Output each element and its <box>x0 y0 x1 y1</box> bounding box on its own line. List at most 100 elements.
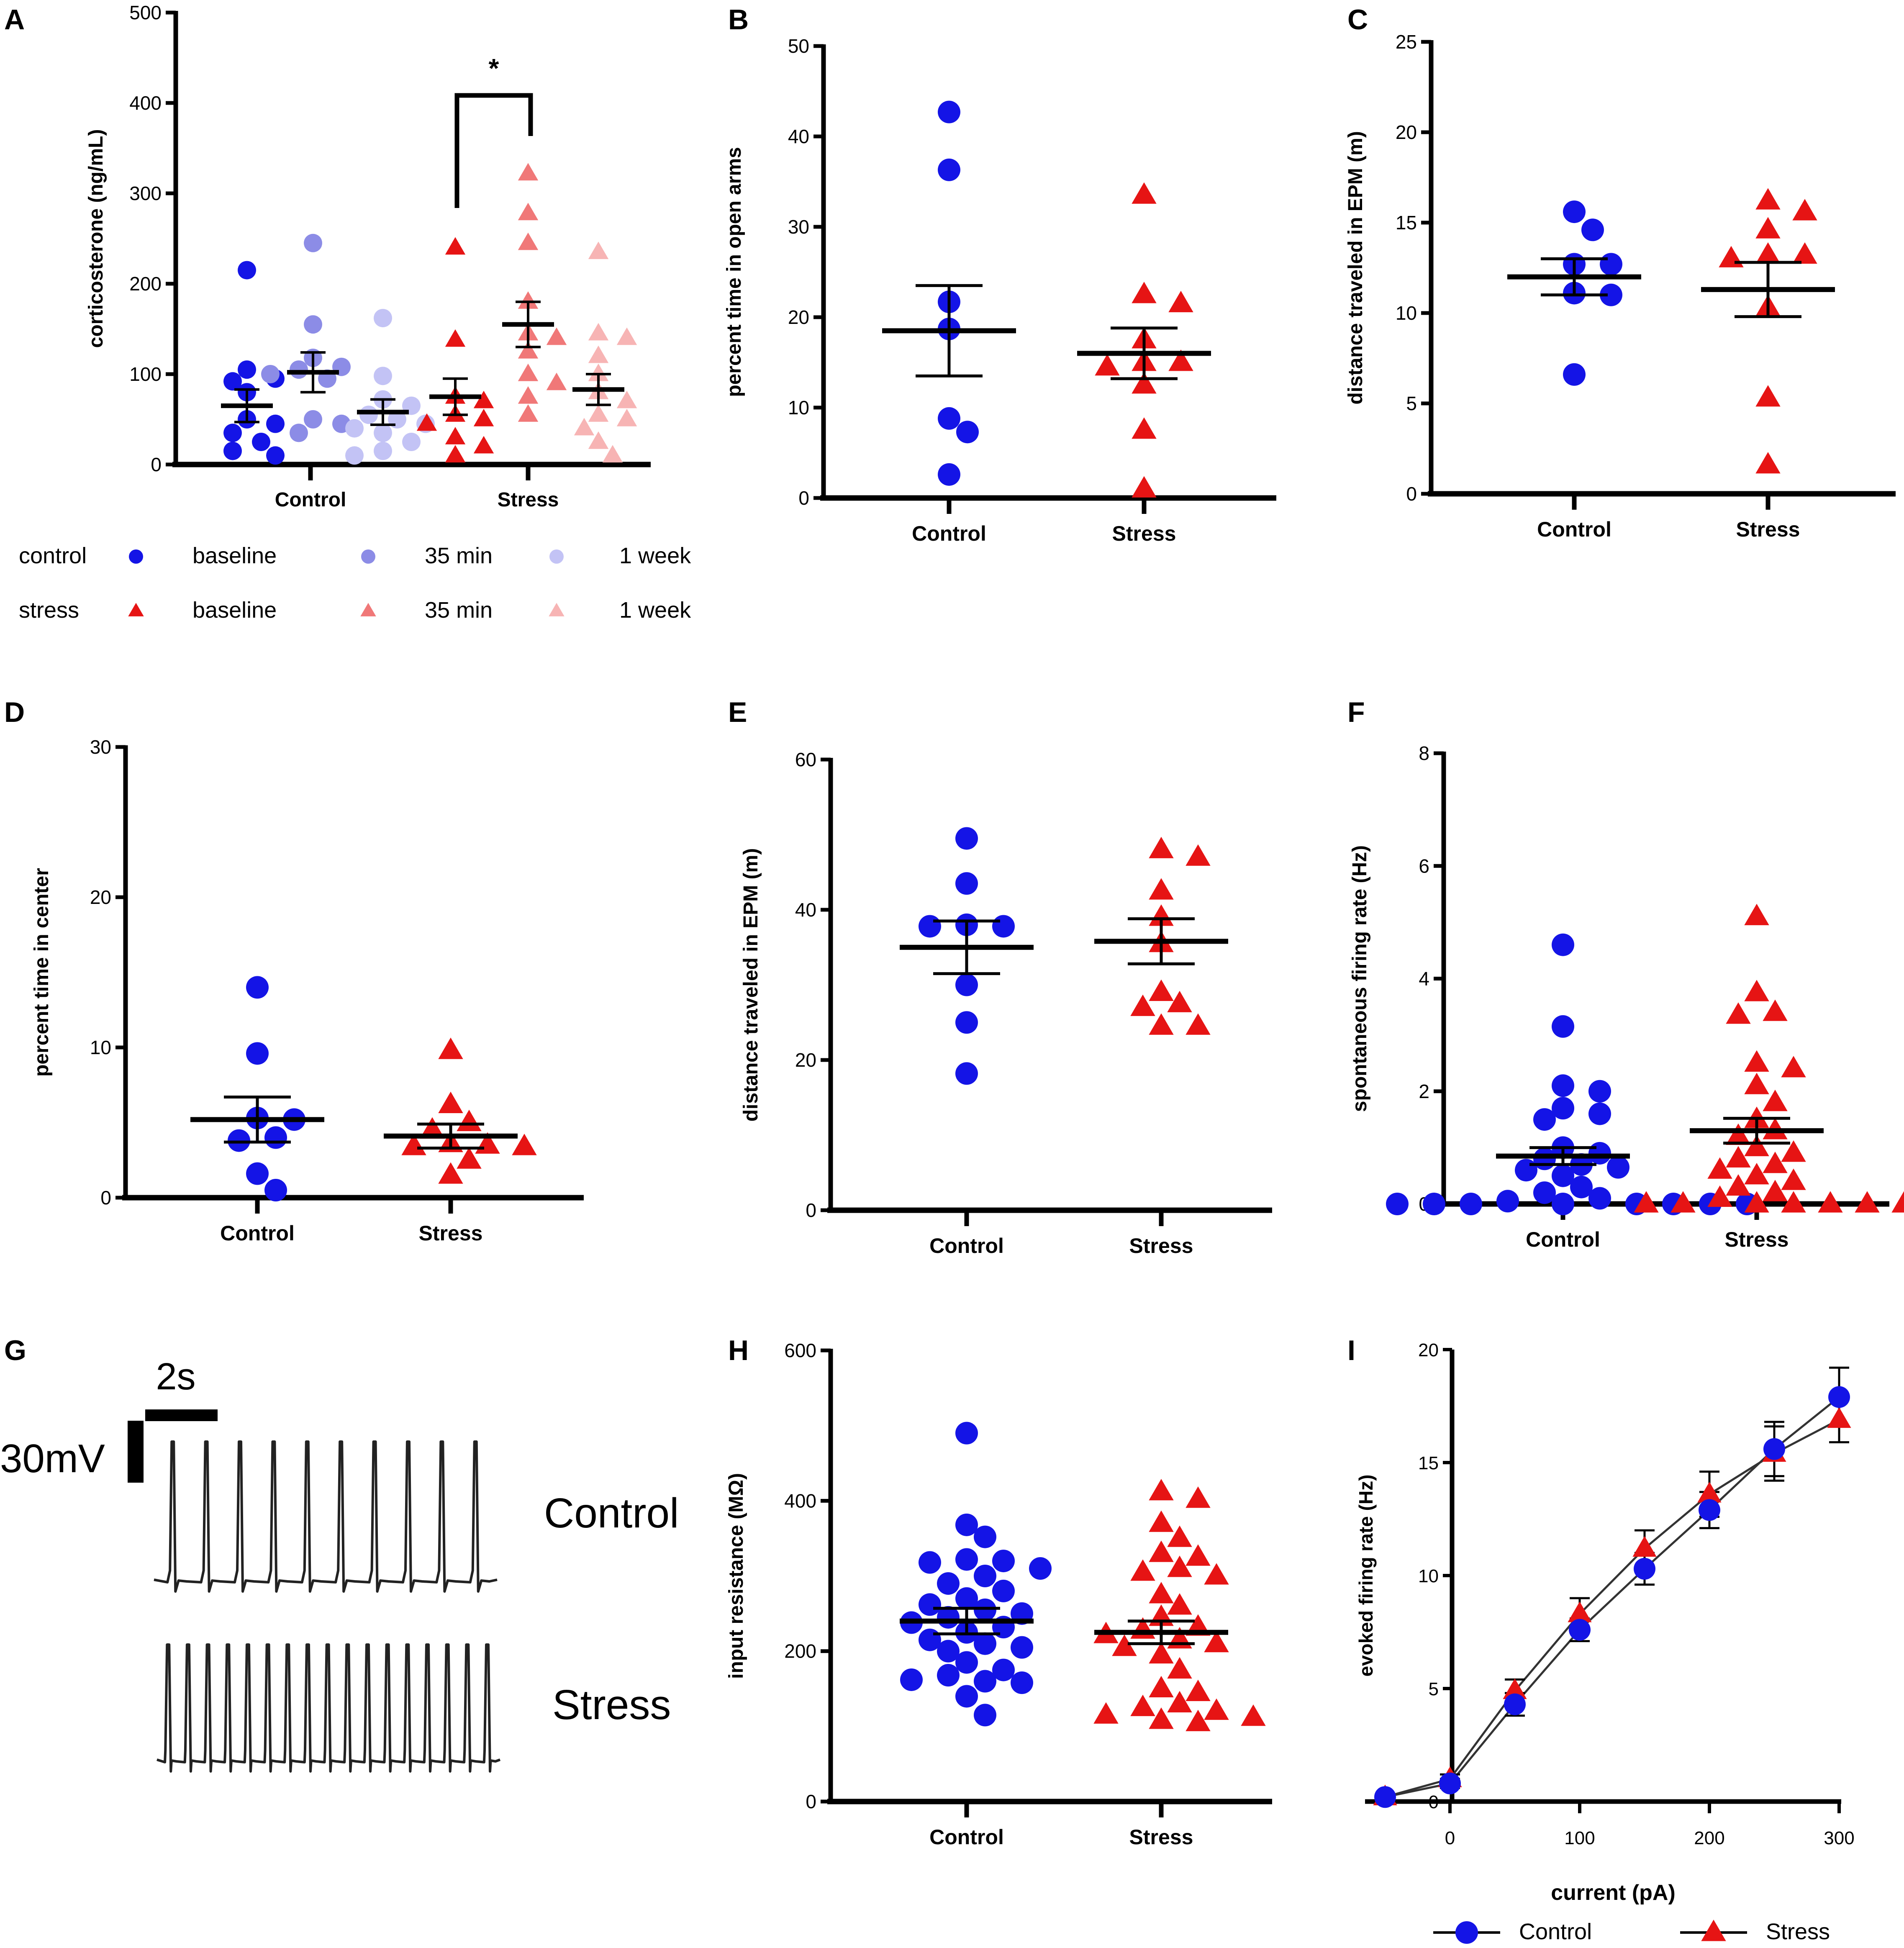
x-tick-label: Control <box>929 1234 1004 1258</box>
data-point <box>1460 1193 1482 1215</box>
data-point <box>1763 1151 1788 1173</box>
data-point <box>1149 878 1174 900</box>
data-point <box>546 372 567 390</box>
data-point <box>1132 282 1157 303</box>
data-point <box>1792 199 1817 221</box>
y-tick-label: 40 <box>788 126 809 147</box>
panel-D: 0 10 20 30 percent time in center Control Stre… <box>31 736 584 1245</box>
data-point <box>938 158 960 181</box>
y-axis-label: corticosterone (ng/mL) <box>85 129 107 348</box>
data-point <box>1552 1015 1574 1038</box>
scale-label-time: 2s <box>156 1356 195 1398</box>
panel-letter-H: H <box>728 1335 749 1366</box>
y-tick-label: 20 <box>90 886 111 908</box>
data-point <box>1781 1191 1806 1213</box>
data-point <box>438 1091 463 1113</box>
data-point <box>1132 476 1157 498</box>
panel-letter-B: B <box>728 4 749 36</box>
data-point <box>246 976 269 999</box>
y-tick-label: 0 <box>1406 483 1417 505</box>
data-point <box>1697 1481 1722 1503</box>
data-point <box>1828 1386 1850 1408</box>
data-point <box>937 1664 960 1687</box>
data-point <box>974 1565 996 1587</box>
legend-marker <box>128 603 144 616</box>
data-point <box>1439 1772 1461 1794</box>
y-tick-label: 40 <box>795 899 816 921</box>
data-point <box>588 431 609 449</box>
legend-time-label: 35 min <box>425 598 493 623</box>
data-point <box>588 404 609 422</box>
panel-F: 02468spontaneous firing rate (Hz)Control… <box>1349 742 1904 1251</box>
data-point <box>1167 1525 1192 1547</box>
data-point <box>304 234 322 252</box>
data-point <box>992 1550 1015 1573</box>
panel-letter-C: C <box>1347 4 1368 36</box>
data-point <box>359 406 378 424</box>
x-tick-label: Control <box>1537 518 1611 541</box>
x-tick-label: Stress <box>1725 1228 1789 1251</box>
data-point <box>1827 1407 1851 1428</box>
y-tick-label: 25 <box>1396 31 1417 53</box>
y-tick-label: 10 <box>788 397 809 418</box>
data-point <box>1755 452 1781 474</box>
data-point <box>1634 1558 1655 1580</box>
y-tick-label: 0 <box>806 1199 816 1221</box>
x-tick-label: Stress <box>1736 518 1800 541</box>
y-axis-label: percent time in open arms <box>723 147 745 397</box>
scale-bar-time <box>145 1409 218 1421</box>
data-point <box>1149 1540 1174 1562</box>
data-point <box>1563 200 1586 223</box>
data-point <box>955 1685 978 1708</box>
data-point <box>1186 1486 1211 1508</box>
data-point <box>974 1525 996 1548</box>
legend-time-label: baseline <box>192 598 277 623</box>
data-point <box>1726 1146 1751 1168</box>
y-tick-label: 0 <box>151 454 162 475</box>
data-point <box>1374 1786 1396 1808</box>
legend-marker <box>360 603 376 616</box>
y-axis-label: percent time in center <box>31 868 53 1077</box>
y-axis-label: distance traveled in EPM (m) <box>1345 131 1367 405</box>
y-tick-label: 20 <box>795 1049 816 1071</box>
x-tick-label: Control <box>220 1222 295 1245</box>
data-point <box>438 1037 463 1059</box>
panel-A-legend: control baseline 35 min 1 week stress baselin… <box>19 543 691 623</box>
data-point <box>1149 1478 1174 1501</box>
y-tick-label: 200 <box>784 1640 816 1662</box>
data-point <box>1707 1185 1732 1207</box>
data-point <box>518 203 539 221</box>
y-tick-label: 0 <box>100 1187 111 1209</box>
data-point <box>266 414 285 433</box>
data-point <box>588 241 609 259</box>
data-point <box>1149 904 1174 926</box>
data-point <box>1755 385 1781 407</box>
x-tick-label: Stress <box>1129 1825 1193 1849</box>
data-point <box>1552 1074 1574 1097</box>
data-point <box>445 329 466 347</box>
data-point <box>266 446 285 465</box>
panel-A: 0 100 200 300 400 500 corticosterone (ng/mL) Co… <box>85 2 651 511</box>
data-point <box>1719 246 1744 267</box>
data-point <box>402 433 421 451</box>
data-point <box>1204 1698 1229 1720</box>
legend-marker <box>361 549 375 564</box>
data-point <box>974 1598 996 1621</box>
y-tick-label: 600 <box>784 1340 816 1361</box>
data-point <box>1149 1707 1174 1729</box>
data-point <box>1168 290 1193 313</box>
data-point <box>1855 1191 1880 1213</box>
data-point <box>1204 1630 1229 1653</box>
data-point <box>1781 1056 1806 1078</box>
panel-letter-I: I <box>1347 1335 1355 1366</box>
data-point <box>264 1126 287 1149</box>
data-point <box>1112 1634 1137 1656</box>
data-point <box>223 441 242 460</box>
data-point <box>252 433 270 451</box>
data-point <box>1423 1193 1445 1215</box>
y-axis-label: input resistance (MΩ) <box>725 1473 747 1679</box>
data-point <box>1011 1671 1033 1694</box>
data-point <box>438 1162 463 1184</box>
data-point <box>1781 1168 1806 1190</box>
